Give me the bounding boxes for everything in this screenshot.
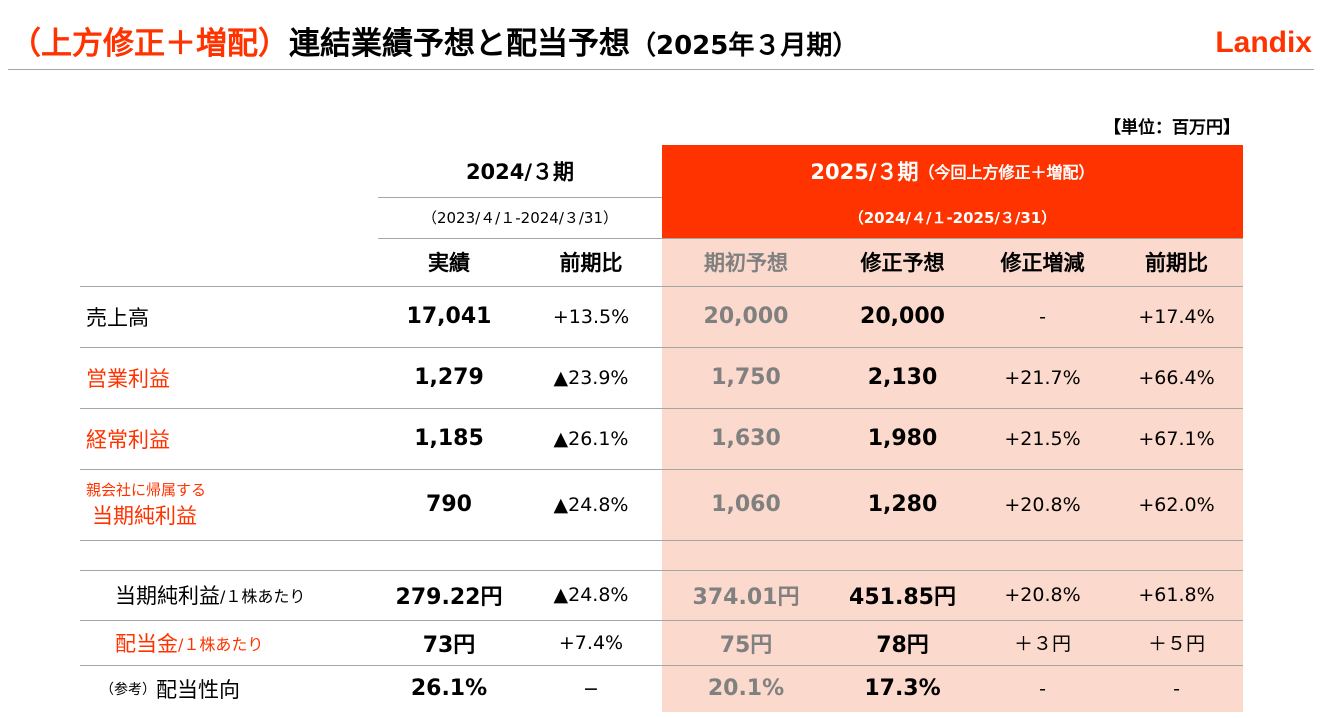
row-label-prefix: （参考） xyxy=(100,681,156,698)
cell-value: 1,060 xyxy=(711,492,781,517)
cell-value: +13.5% xyxy=(552,305,630,328)
cell-value: 75円 xyxy=(719,632,773,658)
cell-value: 1,185 xyxy=(414,426,484,451)
col-header: 実績 xyxy=(428,251,470,275)
col-header: 前期比 xyxy=(1145,251,1208,275)
row-label-main: 配当金 xyxy=(115,631,178,656)
col-header: 期初予想 xyxy=(704,251,788,275)
cell-value: +61.8% xyxy=(1138,584,1215,606)
cell-value: 17.3% xyxy=(864,676,941,701)
cell-value: 78円 xyxy=(876,632,929,658)
divider xyxy=(8,69,1314,70)
row-label: 当期純利益/１株あたり xyxy=(115,570,378,620)
row-label-small: 親会社に帰属する xyxy=(86,481,207,499)
prev-range: （2023/４/１-2024/３/31） xyxy=(421,209,619,227)
cell-value: 374.01円 xyxy=(692,585,800,610)
row-divider xyxy=(80,620,1243,621)
cell-value: +17.4% xyxy=(1138,305,1215,328)
row-label: 親会社に帰属する当期純利益 xyxy=(86,469,378,540)
row-label-main: 経常利益 xyxy=(86,427,170,452)
cell-value: 26.1% xyxy=(410,676,488,701)
row-label: 営業利益 xyxy=(86,347,378,408)
current-period-header xyxy=(662,145,1243,238)
forecast-background xyxy=(662,238,1243,712)
col-header: 前期比 xyxy=(559,251,623,275)
cell-value: ＋３円 xyxy=(1013,633,1071,655)
row-divider xyxy=(80,570,1243,571)
cell-value: +21.5% xyxy=(1004,427,1081,450)
prev-period: 2024/３期 xyxy=(465,160,575,184)
cell-value: +66.4% xyxy=(1138,366,1215,389)
cur-period: 2025/３期 （今回上方修正＋増配） xyxy=(662,145,1243,197)
cell-value: ▲24.8% xyxy=(553,493,629,516)
cell-value: 1,750 xyxy=(711,365,781,390)
cell-value: 20,000 xyxy=(860,304,945,329)
title-prefix: （上方修正＋増配） xyxy=(10,26,289,62)
cell-value: +20.8% xyxy=(1004,584,1081,606)
row-divider xyxy=(80,665,1243,666)
row-divider xyxy=(378,238,1243,239)
cell-value: 1,980 xyxy=(867,426,938,451)
cell-value: 451.85円 xyxy=(849,585,956,610)
col-header: 修正予想 xyxy=(860,251,945,275)
cell-value: 17,041 xyxy=(406,304,492,329)
row-divider xyxy=(80,540,1243,541)
row-label: 売上高 xyxy=(86,286,378,347)
row-label-suffix: /１株あたり xyxy=(178,634,264,654)
row-label-main: 当期純利益 xyxy=(92,504,197,528)
cur-period-label: 2025/３期 xyxy=(810,160,919,184)
row-label: 経常利益 xyxy=(86,408,378,469)
row-label-main: 当期純利益 xyxy=(115,584,220,608)
row-divider xyxy=(80,286,1243,287)
title-main: 連結業績予想と配当予想 xyxy=(289,26,630,62)
cell-value: 1,280 xyxy=(867,492,938,517)
unit-label: 【単位：百万円】 xyxy=(1104,118,1240,138)
cell-value: +7.4% xyxy=(558,631,624,654)
row-label-main: 営業利益 xyxy=(86,366,170,391)
cell-value: +21.7% xyxy=(1004,366,1081,389)
logo: Landix xyxy=(1215,26,1312,59)
row-label-main: 配当性向 xyxy=(156,677,240,702)
row-divider xyxy=(80,347,1243,348)
cell-value: 73円 xyxy=(422,632,476,658)
cur-range: （2024/４/１-2025/３/31） xyxy=(848,209,1057,227)
cell-value: +62.0% xyxy=(1138,493,1215,516)
cell-value: − xyxy=(583,677,599,700)
row-divider xyxy=(378,197,662,198)
row-label-suffix: /１株あたり xyxy=(220,587,306,606)
cell-value: 279.22円 xyxy=(395,585,503,610)
cell-value: 1,630 xyxy=(711,426,781,451)
cell-value: 20.1% xyxy=(707,676,785,701)
cur-period-note: （今回上方修正＋増配） xyxy=(918,163,1095,182)
cell-value: - xyxy=(1039,305,1046,328)
cell-value: 2,130 xyxy=(867,365,938,390)
cell-value: - xyxy=(1039,677,1046,700)
cell-value: 20,000 xyxy=(703,304,789,329)
cell-value: ▲26.1% xyxy=(553,427,629,450)
col-header: 修正増減 xyxy=(1000,251,1085,275)
cell-value: - xyxy=(1173,677,1180,700)
cell-value: +20.8% xyxy=(1004,493,1081,516)
row-divider xyxy=(80,408,1243,409)
row-divider xyxy=(80,469,1243,470)
cell-value: ＋５円 xyxy=(1147,633,1205,655)
cell-value: +67.1% xyxy=(1138,427,1215,450)
row-label-main: 売上高 xyxy=(86,305,149,330)
cell-value: 1,279 xyxy=(414,365,484,390)
cell-value: ▲24.8% xyxy=(553,584,629,606)
cell-value: 790 xyxy=(426,492,472,517)
cell-value: ▲23.9% xyxy=(553,366,629,389)
row-label: 配当金/１株あたり xyxy=(115,620,378,665)
title-period: （2025年３月期） xyxy=(630,31,859,61)
page-title: （上方修正＋増配）連結業績予想と配当予想（2025年３月期） xyxy=(10,18,858,63)
row-label: （参考） 配当性向 xyxy=(100,665,378,712)
